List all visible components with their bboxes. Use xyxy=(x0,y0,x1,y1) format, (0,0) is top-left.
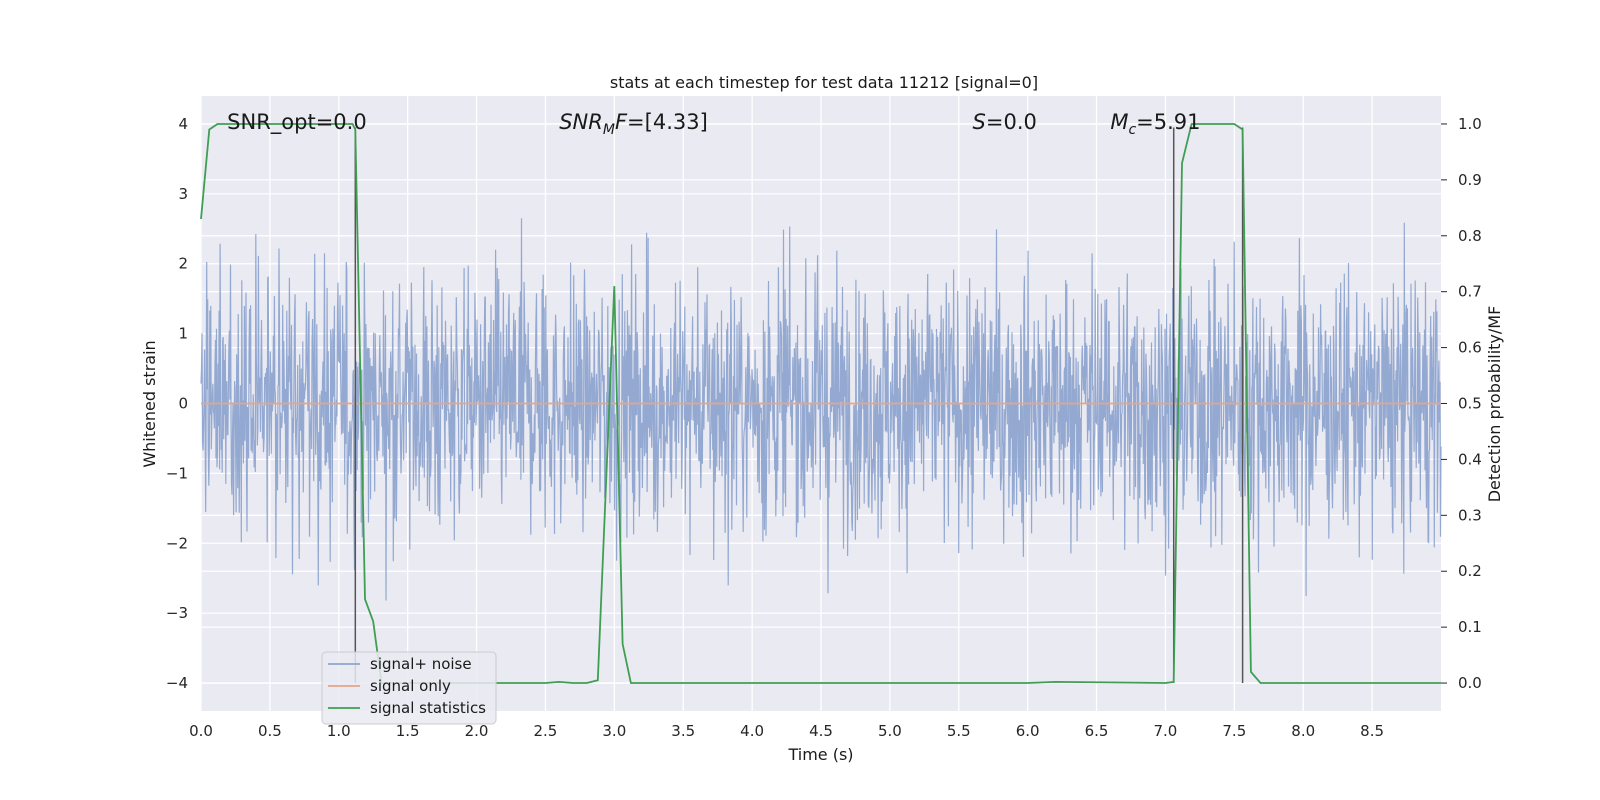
y-right-tick-label: 0.0 xyxy=(1458,674,1482,692)
y-tick-label: 3 xyxy=(178,185,188,203)
annotation-value: =0.0 xyxy=(986,110,1037,134)
x-tick-label: 5.0 xyxy=(878,722,902,740)
y-right-tick-label: 0.9 xyxy=(1458,171,1482,189)
legend-label: signal statistics xyxy=(370,699,486,717)
x-tick-label: 3.0 xyxy=(602,722,626,740)
x-tick-labels: 0.0 0.5 1.0 1.5 2.0 2.5 3.0 3.5 4.0 4.5 5.0 5.5 6.0 6… xyxy=(189,722,1384,740)
legend-label: signal only xyxy=(370,677,451,695)
y-right-axis-label: Detection probability/MF xyxy=(1485,306,1504,503)
x-tick-label: 6.0 xyxy=(1016,722,1040,740)
annotation-subscript: c xyxy=(1128,122,1136,138)
series-lines xyxy=(200,123,1441,684)
y-tick-label: −3 xyxy=(166,604,188,622)
y-right-tick-label: 0.3 xyxy=(1458,506,1482,524)
y-tick-labels: −4 −3 −2 −1 0 1 2 3 4 xyxy=(166,115,188,692)
y-right-tick-labels: 0.0 0.1 0.2 0.3 0.4 0.5 0.6 0.7 0.8 0.9 1.0 xyxy=(1441,115,1482,692)
x-tick-label: 8.5 xyxy=(1360,722,1384,740)
annotation-symbol: M xyxy=(1110,110,1128,134)
x-tick-label: 1.5 xyxy=(396,722,420,740)
y-right-tick-label: 0.6 xyxy=(1458,339,1482,357)
x-tick-label: 7.0 xyxy=(1154,722,1178,740)
y-right-tick-label: 0.5 xyxy=(1458,395,1482,413)
x-tick-label: 2.0 xyxy=(465,722,489,740)
y-right-tick-label: 0.7 xyxy=(1458,283,1482,301)
y-right-tick-label: 0.2 xyxy=(1458,562,1482,580)
x-tick-label: 0.5 xyxy=(258,722,282,740)
x-tick-label: 7.5 xyxy=(1222,722,1246,740)
annotation-symbol: SNR xyxy=(559,110,603,134)
annotation-subscript: M xyxy=(603,122,615,138)
noise-series xyxy=(200,218,1442,601)
y-right-tick-label: 0.4 xyxy=(1458,450,1482,468)
y-tick-label: −2 xyxy=(166,534,188,552)
annotation-value: F xyxy=(615,110,628,134)
chart-title: stats at each timestep for test data 112… xyxy=(610,73,1038,92)
x-tick-label: 0.0 xyxy=(189,722,213,740)
legend: signal+ noise signal only signal statistic… xyxy=(321,651,497,725)
x-tick-label: 8.0 xyxy=(1291,722,1315,740)
legend-box xyxy=(321,651,497,725)
signal-statistics-line xyxy=(200,123,1441,684)
annotation-value: =5.91 xyxy=(1136,110,1200,134)
annotation-text: SNRMF=[4.33] xyxy=(559,110,708,138)
x-tick-label: 5.5 xyxy=(947,722,971,740)
annotation-text: SNR_opt=0.0 xyxy=(227,110,367,135)
x-tick-label: 1.0 xyxy=(327,722,351,740)
x-tick-label: 4.5 xyxy=(809,722,833,740)
x-tick-label: 4.0 xyxy=(740,722,764,740)
annotation-value: =[4.33] xyxy=(627,110,708,134)
legend-label: signal+ noise xyxy=(370,655,472,673)
y-tick-label: 2 xyxy=(178,255,188,273)
annotation-text: S=0.0 xyxy=(973,110,1037,134)
y-right-tick-label: 1.0 xyxy=(1458,115,1482,133)
y-right-tick-label: 0.8 xyxy=(1458,227,1482,245)
annotation-text: Mc=5.91 xyxy=(1110,110,1200,138)
y-tick-label: −1 xyxy=(166,464,188,482)
y-axis-label: Whitened strain xyxy=(140,340,159,467)
y-tick-label: 1 xyxy=(178,325,188,343)
x-tick-label: 3.5 xyxy=(671,722,695,740)
annotations: SNR_opt=0.0 SNRMF=[4.33] S=0.0 Mc=5.91 xyxy=(227,110,1200,138)
y-tick-label: −4 xyxy=(166,674,188,692)
x-tick-label: 6.5 xyxy=(1085,722,1109,740)
y-tick-label: 4 xyxy=(178,115,188,133)
y-right-tick-label: 0.1 xyxy=(1458,618,1482,636)
signal-noise-line xyxy=(200,218,1442,601)
y-tick-label: 0 xyxy=(178,395,188,413)
annotation-symbol: S xyxy=(973,110,986,134)
x-tick-label: 2.5 xyxy=(534,722,558,740)
x-axis-label: Time (s) xyxy=(787,745,853,764)
